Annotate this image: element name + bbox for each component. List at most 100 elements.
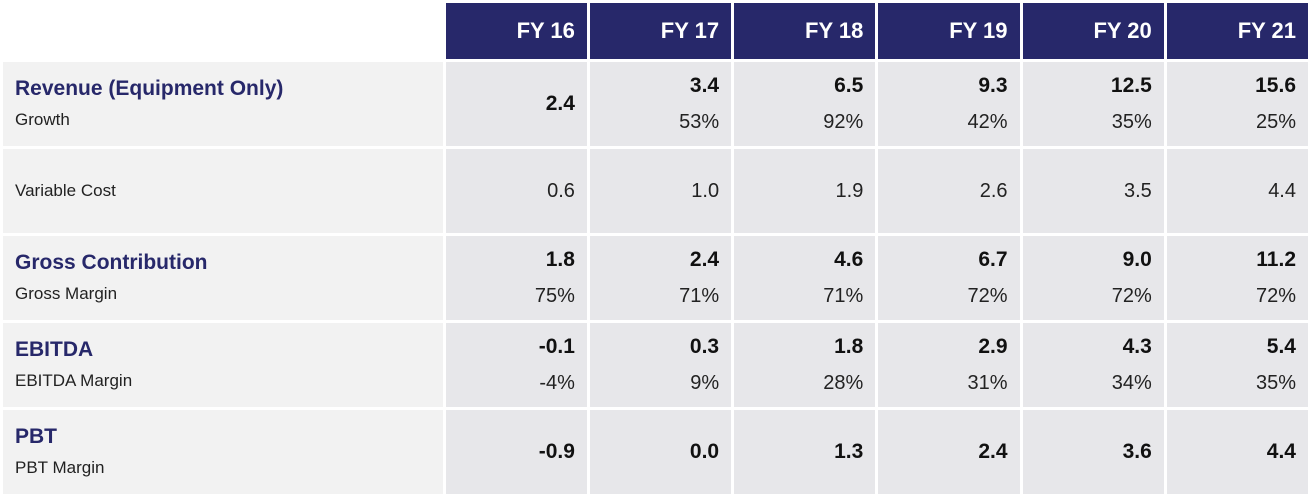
ebitda-fy20-cell: 4.3 34% [1022, 323, 1164, 407]
ebitda-margin-label: EBITDA Margin [15, 370, 133, 390]
pbt-value: 1.3 [834, 440, 864, 463]
variable-cost-value: 3.5 [1123, 179, 1152, 202]
ebitda-value: 1.8 [834, 335, 864, 358]
variable-cost-label-cell: Variable Cost [3, 149, 443, 233]
year-header-fy20: FY 20 [1022, 3, 1164, 59]
revenue-fy18-cell: 6.5 92% [734, 62, 876, 146]
revenue-value: 2.4 [545, 92, 575, 115]
pbt-value: 3.6 [1122, 440, 1152, 463]
pbt-value: 2.4 [978, 440, 1008, 463]
variable-cost-fy18-cell: 1.9 [734, 149, 876, 233]
pbt-value: 0.0 [689, 440, 720, 463]
gross-margin-value: 71% [679, 285, 720, 307]
revenue-fy21-cell: 15.6 25% [1166, 62, 1308, 146]
header-corner-cell [3, 3, 443, 59]
ebitda-margin-value: 31% [967, 372, 1008, 394]
ebitda-row: EBITDA EBITDA Margin -0.1 -4% 0.3 9% 1.8… [3, 323, 1308, 407]
year-header-fy21: FY 21 [1166, 3, 1308, 59]
revenue-value: 15.6 [1255, 74, 1296, 97]
gross-contribution-row: Gross Contribution Gross Margin 1.8 75% … [3, 236, 1308, 320]
ebitda-value: 0.3 [689, 335, 720, 358]
year-header-fy17: FY 17 [589, 3, 732, 59]
header-row: FY 16 FY 17 FY 18 FY 19 FY 20 FY 21 [3, 3, 1308, 59]
year-header-fy18: FY 18 [734, 3, 876, 59]
ebitda-value: -0.1 [538, 335, 575, 358]
variable-cost-row: Variable Cost 0.6 1.0 1.9 2.6 3.5 4.4 [3, 149, 1308, 233]
gross-contribution-fy16-cell: 1.8 75% [445, 236, 587, 320]
ebitda-margin-value: 35% [1255, 372, 1296, 394]
pbt-value: 4.4 [1266, 440, 1296, 463]
ebitda-margin-value: 28% [823, 372, 864, 394]
gross-contribution-fy17-cell: 2.4 71% [589, 236, 732, 320]
ebitda-value: 4.3 [1122, 335, 1152, 358]
year-header-fy19: FY 19 [878, 3, 1020, 59]
variable-cost-value: 1.0 [691, 179, 720, 202]
growth-value: 92% [823, 111, 864, 133]
pbt-label-cell: PBT PBT Margin [3, 410, 443, 494]
variable-cost-label: Variable Cost [15, 181, 116, 200]
ebitda-fy18-cell: 1.8 28% [734, 323, 876, 407]
pbt-fy19-cell: 2.4 [878, 410, 1020, 494]
growth-label: Growth [15, 109, 70, 129]
pbt-fy16-cell: -0.9 [445, 410, 587, 494]
growth-value: 42% [967, 111, 1008, 133]
growth-value: 53% [679, 111, 720, 133]
ebitda-fy21-cell: 5.4 35% [1166, 323, 1308, 407]
ebitda-label: EBITDA [15, 337, 94, 361]
revenue-label-cell: Revenue (Equipment Only) Growth [3, 62, 443, 146]
revenue-value: 6.5 [834, 74, 864, 97]
ebitda-value: 2.9 [978, 335, 1008, 358]
pbt-fy17-cell: 0.0 [589, 410, 732, 494]
revenue-fy20-cell: 12.5 35% [1022, 62, 1164, 146]
variable-cost-value: 4.4 [1268, 179, 1296, 202]
gross-margin-value: 72% [1111, 285, 1152, 307]
revenue-label: Revenue (Equipment Only) [15, 76, 284, 100]
gross-contribution-label-cell: Gross Contribution Gross Margin [3, 236, 443, 320]
variable-cost-value: 0.6 [547, 179, 575, 202]
variable-cost-value: 1.9 [835, 179, 864, 202]
growth-value: 25% [1255, 111, 1296, 133]
gross-margin-value: 72% [1255, 285, 1296, 307]
gross-contribution-fy18-cell: 4.6 71% [734, 236, 876, 320]
gross-margin-value: 75% [534, 285, 575, 307]
pbt-fy18-cell: 1.3 [734, 410, 876, 494]
gross-contribution-fy19-cell: 6.7 72% [878, 236, 1020, 320]
year-header-fy16: FY 16 [445, 3, 587, 59]
revenue-fy19-cell: 9.3 42% [878, 62, 1020, 146]
ebitda-margin-value: -4% [539, 372, 575, 394]
gross-contribution-value: 1.8 [545, 248, 575, 271]
revenue-row: Revenue (Equipment Only) Growth 2.4 3.4 … [3, 62, 1308, 146]
pbt-value: -0.9 [538, 440, 575, 463]
gross-contribution-value: 9.0 [1122, 248, 1152, 271]
growth-value: 35% [1111, 111, 1152, 133]
gross-contribution-label: Gross Contribution [15, 250, 208, 274]
pbt-label: PBT [15, 424, 57, 448]
revenue-value: 9.3 [978, 74, 1008, 97]
variable-cost-value: 2.6 [979, 179, 1008, 202]
gross-margin-value: 71% [823, 285, 864, 307]
revenue-value: 12.5 [1110, 74, 1152, 97]
gross-contribution-value: 6.7 [978, 248, 1008, 271]
gross-margin-value: 72% [967, 285, 1008, 307]
ebitda-label-cell: EBITDA EBITDA Margin [3, 323, 443, 407]
revenue-value: 3.4 [689, 74, 720, 97]
revenue-fy17-cell: 3.4 53% [589, 62, 732, 146]
gross-contribution-value: 2.4 [689, 248, 720, 271]
pbt-row: PBT PBT Margin -0.9 0.0 1.3 2.4 3.6 4.4 [3, 410, 1308, 494]
ebitda-fy19-cell: 2.9 31% [878, 323, 1020, 407]
variable-cost-fy20-cell: 3.5 [1022, 149, 1164, 233]
variable-cost-fy19-cell: 2.6 [878, 149, 1020, 233]
gross-contribution-fy20-cell: 9.0 72% [1022, 236, 1164, 320]
gross-margin-label: Gross Margin [15, 283, 118, 303]
gross-contribution-value: 4.6 [834, 248, 864, 271]
ebitda-fy16-cell: -0.1 -4% [445, 323, 587, 407]
ebitda-margin-value: 34% [1111, 372, 1152, 394]
pbt-fy21-cell: 4.4 [1166, 410, 1308, 494]
variable-cost-fy21-cell: 4.4 [1166, 149, 1308, 233]
gross-contribution-fy21-cell: 11.2 72% [1166, 236, 1308, 320]
ebitda-value: 5.4 [1266, 335, 1296, 358]
ebitda-margin-value: 9% [690, 372, 720, 394]
ebitda-fy17-cell: 0.3 9% [589, 323, 732, 407]
pbt-fy20-cell: 3.6 [1022, 410, 1164, 494]
